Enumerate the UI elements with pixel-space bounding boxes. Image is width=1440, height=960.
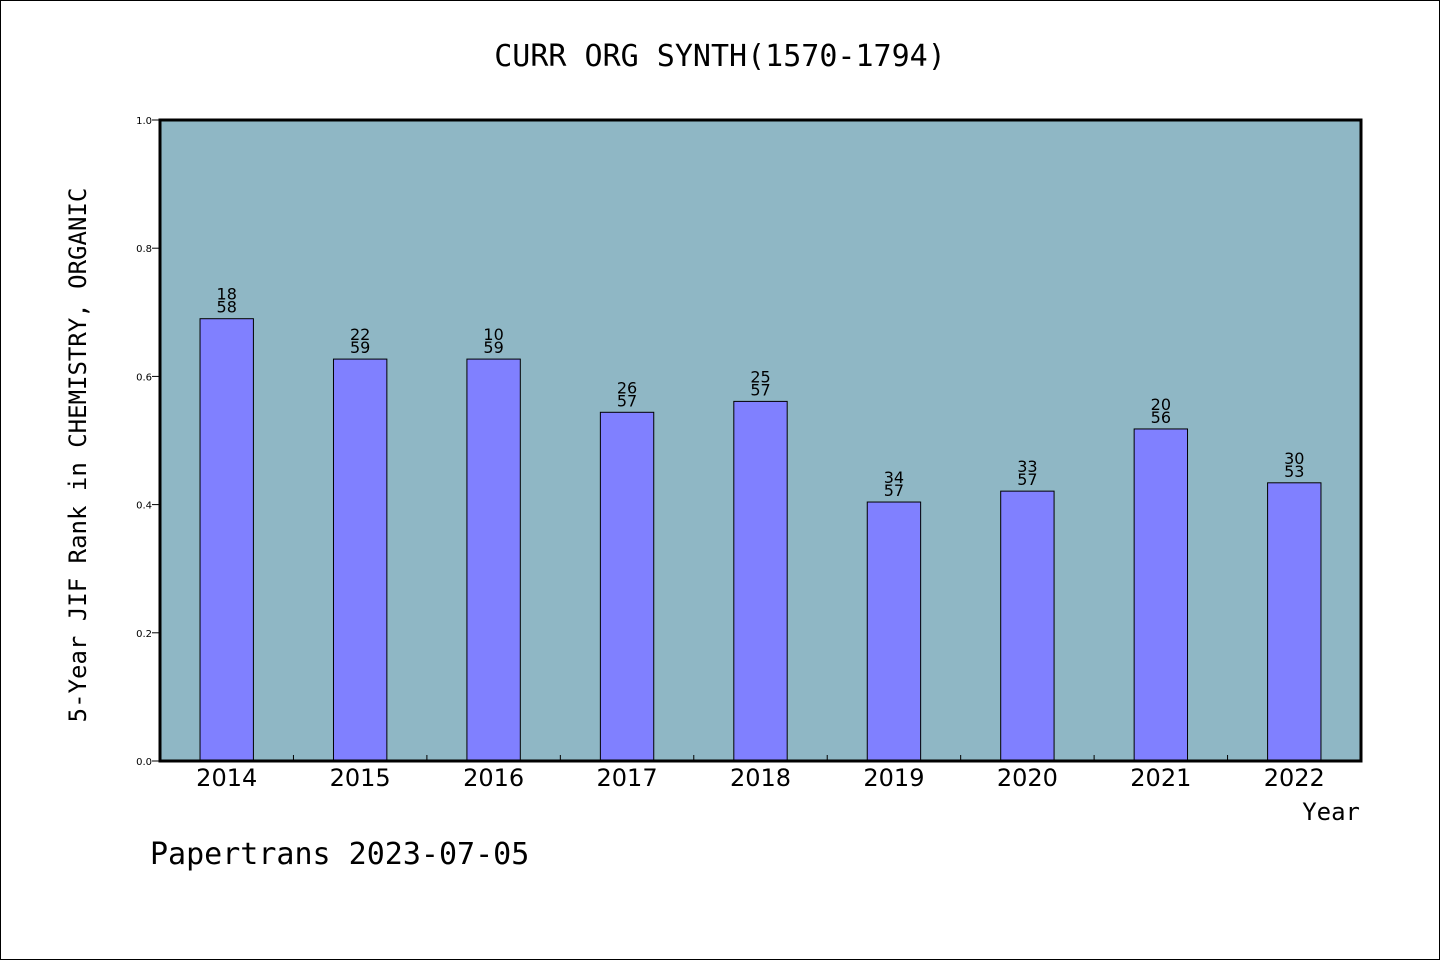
bar-rank-label: 18 [217, 285, 237, 304]
x-tick-label: 2018 [730, 764, 791, 792]
bar [1133, 428, 1189, 762]
bar-rank-label: 25 [750, 367, 770, 386]
x-tick-label: 2017 [597, 764, 658, 792]
bar-rank-label: 20 [1151, 395, 1171, 414]
x-tick-label: 2020 [997, 764, 1058, 792]
y-tick-label: 0.8 [136, 244, 152, 255]
y-tick-label: 0.4 [136, 501, 152, 512]
bar-total-label: 57 [1017, 470, 1037, 489]
y-tick-label: 0.0 [136, 757, 152, 768]
y-tick-label: 0.2 [136, 629, 152, 640]
x-tick-label: 2019 [863, 764, 924, 792]
bar [1267, 482, 1322, 762]
x-tick-label: 2015 [330, 764, 391, 792]
x-tick-label: 2016 [463, 764, 524, 792]
x-tick-label: 2014 [196, 764, 257, 792]
y-axis: 0.0 0.2 0.4 0.6 0.8 1.0 [136, 116, 160, 768]
bar-total-label: 59 [350, 338, 370, 357]
bar-rank-label: 10 [483, 325, 503, 344]
plot-border [158, 118, 1363, 763]
bar-total-label: 58 [217, 298, 237, 317]
footer-text: Papertrans 2023-07-05 [150, 837, 529, 872]
bar-total-label: 57 [617, 391, 637, 410]
x-tick-label: 2022 [1264, 764, 1325, 792]
x-axis-label: Year [1302, 798, 1360, 826]
bar [332, 358, 388, 762]
y-tick-label: 1.0 [136, 116, 152, 127]
x-axis: 2014 2015 2016 2017 2018 2019 2020 2021 2022 [196, 755, 1325, 792]
bar [1000, 490, 1055, 762]
bar-rank-label: 34 [884, 468, 904, 487]
x-tick-label: 2021 [1130, 764, 1191, 792]
bar-total-label: 57 [750, 380, 770, 399]
bar-rank-label: 26 [617, 378, 637, 397]
bar-total-label: 57 [884, 481, 904, 500]
bar [466, 358, 521, 762]
y-tick-label: 0.6 [136, 372, 152, 383]
y-axis-label: 5-Year JIF Rank in CHEMISTRY, ORGANIC [64, 188, 92, 723]
bar-rank-label: 33 [1017, 457, 1037, 476]
bar-total-label: 53 [1284, 462, 1304, 481]
bar-total-label: 56 [1151, 408, 1171, 427]
bar [599, 411, 655, 762]
chart-title: CURR ORG SYNTH(1570-1794) [494, 39, 946, 74]
bar-rank-label: 30 [1284, 449, 1304, 468]
bar [199, 318, 254, 762]
bar-rank-label: 22 [350, 325, 370, 344]
bar [733, 400, 788, 762]
bar-total-label: 59 [483, 338, 503, 357]
bars [199, 318, 1322, 762]
bar [866, 501, 922, 762]
